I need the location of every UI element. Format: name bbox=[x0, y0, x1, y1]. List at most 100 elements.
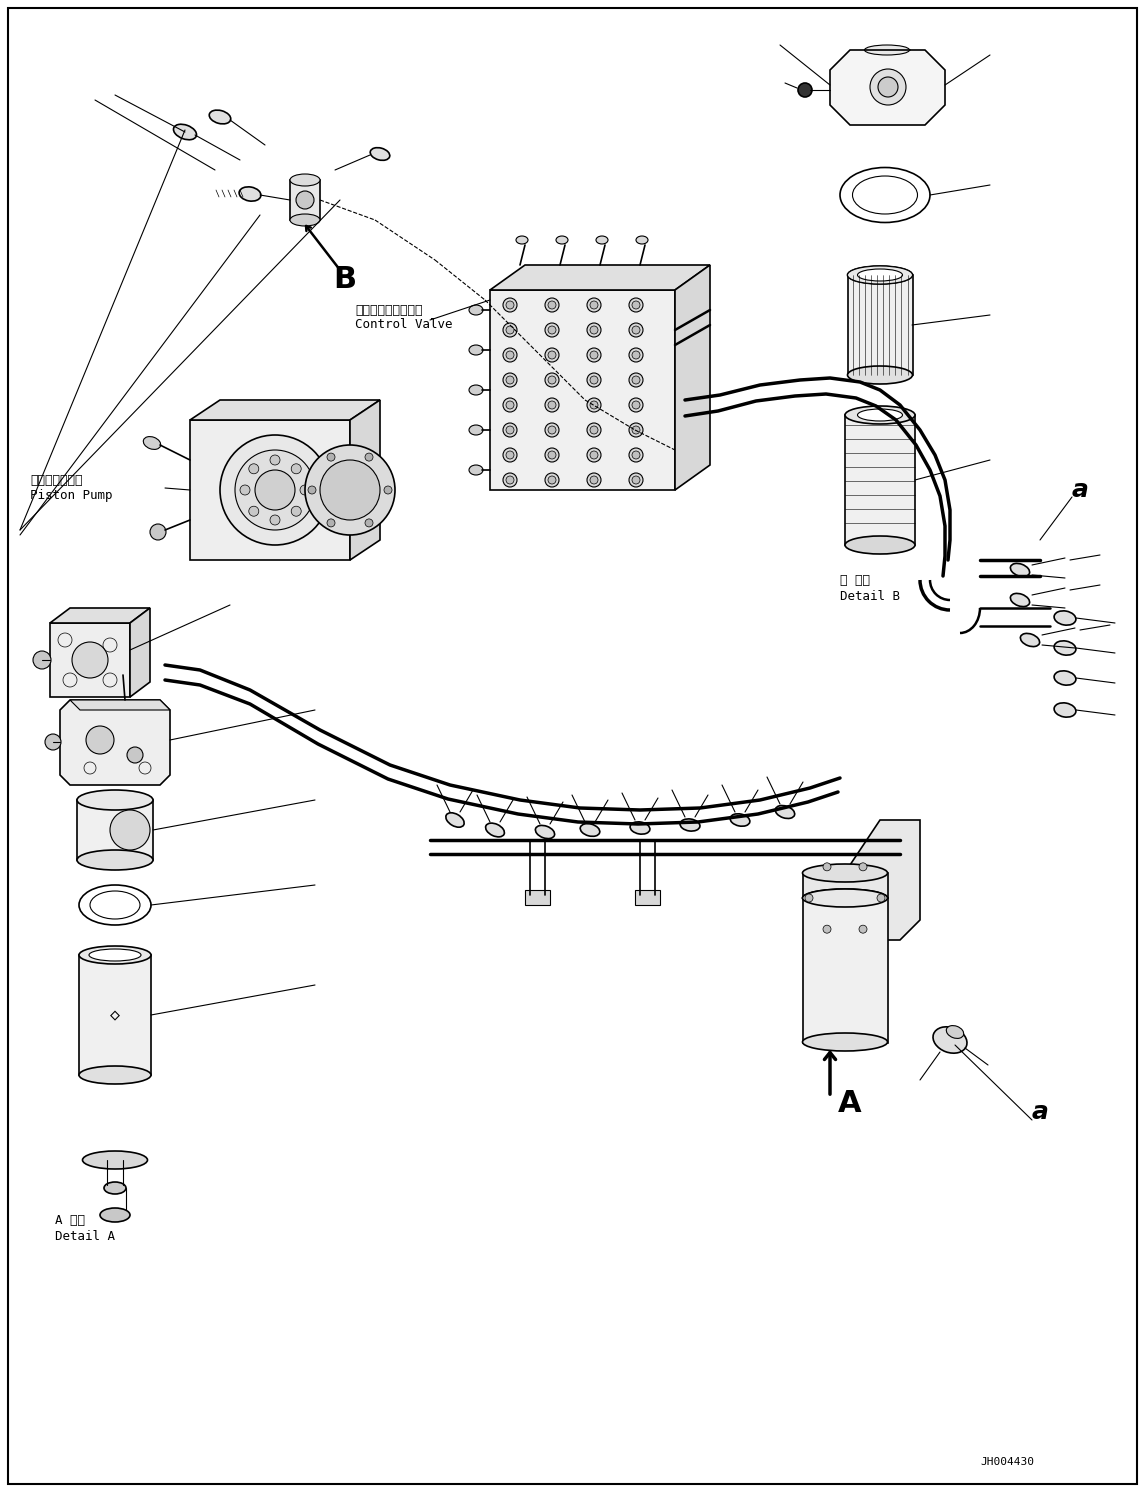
Circle shape bbox=[110, 810, 150, 850]
Bar bbox=[845, 415, 915, 545]
Circle shape bbox=[823, 862, 831, 871]
Text: ピストンポンプ: ピストンポンプ bbox=[30, 473, 82, 486]
Ellipse shape bbox=[1055, 610, 1076, 625]
Text: 日 詳細: 日 詳細 bbox=[840, 573, 870, 586]
Circle shape bbox=[548, 451, 556, 460]
Ellipse shape bbox=[469, 345, 483, 355]
Text: Detail A: Detail A bbox=[55, 1231, 114, 1243]
Circle shape bbox=[503, 424, 518, 437]
Circle shape bbox=[327, 519, 335, 527]
Circle shape bbox=[86, 727, 115, 753]
Text: Control Valve: Control Valve bbox=[355, 318, 452, 331]
Circle shape bbox=[587, 473, 601, 486]
Ellipse shape bbox=[79, 946, 151, 964]
Circle shape bbox=[798, 84, 812, 97]
Circle shape bbox=[503, 448, 518, 463]
Circle shape bbox=[859, 862, 867, 871]
Circle shape bbox=[127, 747, 143, 762]
Ellipse shape bbox=[290, 175, 319, 186]
Ellipse shape bbox=[864, 45, 909, 55]
Ellipse shape bbox=[847, 266, 913, 283]
Ellipse shape bbox=[77, 789, 153, 810]
Ellipse shape bbox=[803, 889, 887, 907]
Circle shape bbox=[545, 448, 559, 463]
Circle shape bbox=[150, 524, 166, 540]
Circle shape bbox=[805, 894, 813, 903]
Circle shape bbox=[629, 322, 643, 337]
Circle shape bbox=[632, 376, 640, 383]
Ellipse shape bbox=[90, 891, 140, 919]
Circle shape bbox=[327, 454, 335, 461]
Ellipse shape bbox=[239, 186, 261, 201]
Circle shape bbox=[503, 322, 518, 337]
Circle shape bbox=[319, 460, 380, 521]
Circle shape bbox=[506, 325, 514, 334]
Polygon shape bbox=[190, 421, 350, 560]
Circle shape bbox=[587, 424, 601, 437]
Circle shape bbox=[632, 301, 640, 309]
Bar bbox=[848, 275, 913, 374]
Circle shape bbox=[629, 448, 643, 463]
Circle shape bbox=[545, 298, 559, 312]
Polygon shape bbox=[490, 266, 710, 289]
Ellipse shape bbox=[581, 824, 600, 837]
Circle shape bbox=[506, 376, 514, 383]
Circle shape bbox=[384, 486, 392, 494]
Circle shape bbox=[548, 301, 556, 309]
Circle shape bbox=[590, 476, 598, 483]
Ellipse shape bbox=[469, 466, 483, 474]
Bar bbox=[79, 955, 151, 1076]
Ellipse shape bbox=[79, 885, 151, 925]
Circle shape bbox=[859, 925, 867, 932]
Circle shape bbox=[503, 373, 518, 386]
Circle shape bbox=[587, 298, 601, 312]
Polygon shape bbox=[490, 289, 676, 489]
Circle shape bbox=[548, 325, 556, 334]
Circle shape bbox=[506, 351, 514, 360]
Circle shape bbox=[629, 398, 643, 412]
Ellipse shape bbox=[946, 1025, 964, 1038]
Text: Piston Pump: Piston Pump bbox=[30, 489, 112, 503]
Polygon shape bbox=[50, 609, 150, 624]
Circle shape bbox=[503, 298, 518, 312]
Bar bbox=[803, 873, 889, 898]
Circle shape bbox=[545, 348, 559, 363]
Ellipse shape bbox=[79, 1065, 151, 1085]
Ellipse shape bbox=[630, 822, 650, 834]
Text: A 詳細: A 詳細 bbox=[55, 1213, 85, 1226]
Circle shape bbox=[506, 451, 514, 460]
Ellipse shape bbox=[290, 213, 319, 225]
Circle shape bbox=[270, 455, 281, 466]
Circle shape bbox=[590, 301, 598, 309]
Circle shape bbox=[305, 445, 395, 536]
Polygon shape bbox=[190, 400, 380, 421]
Polygon shape bbox=[131, 609, 150, 697]
Polygon shape bbox=[830, 51, 945, 125]
Ellipse shape bbox=[803, 864, 887, 882]
Circle shape bbox=[72, 642, 108, 677]
Ellipse shape bbox=[597, 236, 608, 245]
Ellipse shape bbox=[536, 825, 554, 839]
Circle shape bbox=[590, 351, 598, 360]
Circle shape bbox=[878, 78, 898, 97]
Ellipse shape bbox=[104, 1182, 126, 1194]
Circle shape bbox=[308, 486, 316, 494]
Text: コントロールバルブ: コントロールバルブ bbox=[355, 303, 423, 316]
Circle shape bbox=[548, 351, 556, 360]
Circle shape bbox=[235, 451, 315, 530]
Circle shape bbox=[590, 325, 598, 334]
Ellipse shape bbox=[469, 425, 483, 436]
Ellipse shape bbox=[370, 148, 389, 160]
Text: a: a bbox=[1072, 477, 1089, 501]
Circle shape bbox=[629, 298, 643, 312]
Ellipse shape bbox=[77, 850, 153, 870]
Circle shape bbox=[300, 485, 310, 495]
Ellipse shape bbox=[1010, 564, 1029, 576]
Circle shape bbox=[587, 373, 601, 386]
Circle shape bbox=[503, 348, 518, 363]
Ellipse shape bbox=[845, 406, 915, 424]
Text: B: B bbox=[333, 266, 356, 294]
Ellipse shape bbox=[89, 949, 141, 961]
Circle shape bbox=[629, 373, 643, 386]
Polygon shape bbox=[70, 700, 169, 710]
